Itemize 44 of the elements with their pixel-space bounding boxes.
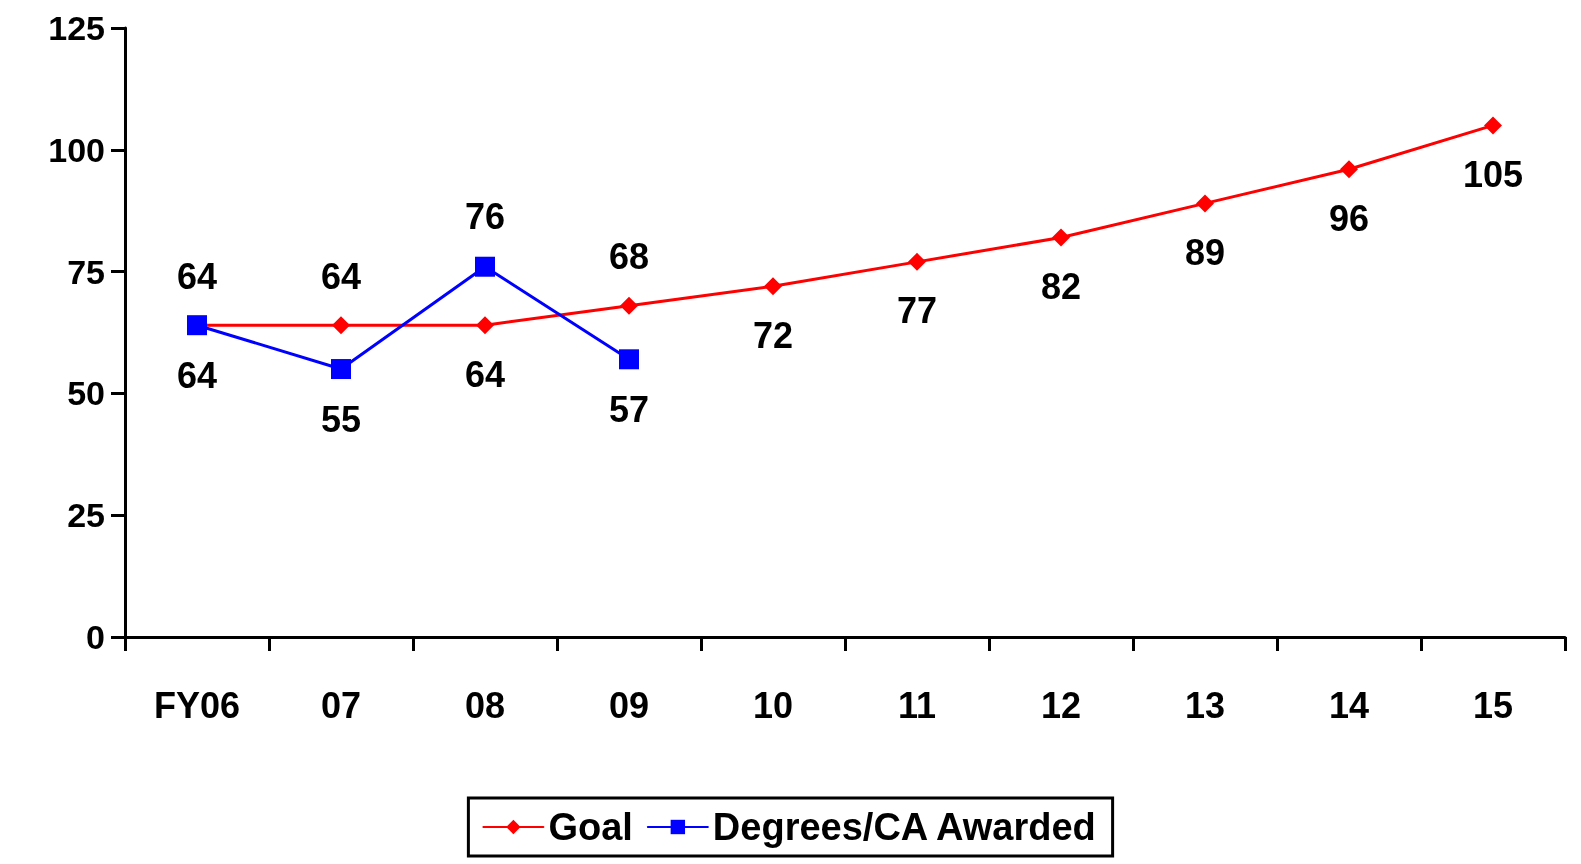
x-tick-label: 07 bbox=[320, 684, 362, 726]
data-label: 64 bbox=[320, 255, 362, 297]
y-tick-label: 75 bbox=[67, 252, 105, 291]
data-label: 77 bbox=[896, 290, 938, 332]
legend-label: Goal bbox=[548, 806, 633, 848]
point bbox=[908, 252, 926, 271]
x-tick-label: 09 bbox=[608, 684, 650, 726]
point bbox=[764, 277, 782, 296]
point bbox=[1484, 116, 1502, 135]
data-label: 64 bbox=[176, 255, 218, 297]
x-tick-label: 14 bbox=[1328, 684, 1370, 726]
y-tick-label: 125 bbox=[48, 9, 105, 47]
data-label: 96 bbox=[1328, 197, 1370, 239]
point bbox=[1196, 194, 1214, 213]
y-tick-label: 50 bbox=[67, 374, 105, 413]
point bbox=[1052, 228, 1070, 247]
point bbox=[1340, 160, 1358, 179]
data-label: 57 bbox=[608, 388, 650, 430]
point bbox=[475, 256, 495, 277]
x-tick-label: 10 bbox=[752, 684, 794, 726]
data-label: 55 bbox=[320, 398, 362, 440]
data-label: 72 bbox=[752, 314, 794, 356]
point bbox=[619, 349, 639, 370]
point bbox=[332, 316, 350, 335]
legend-label: Degrees/CA Awarded bbox=[712, 806, 1096, 848]
data-label: 64 bbox=[464, 353, 506, 395]
x-tick-label: 13 bbox=[1184, 684, 1226, 726]
data-label: 76 bbox=[464, 196, 506, 238]
data-label: 89 bbox=[1184, 231, 1226, 273]
point bbox=[620, 296, 638, 315]
x-tick-label: 12 bbox=[1040, 684, 1082, 726]
x-tick-label: 15 bbox=[1472, 684, 1514, 726]
data-label: 82 bbox=[1040, 266, 1082, 307]
point bbox=[476, 316, 494, 335]
x-tick-label: FY06 bbox=[153, 684, 241, 726]
x-tick-label: 11 bbox=[897, 684, 937, 726]
y-tick-label: 0 bbox=[86, 618, 105, 656]
data-label: 68 bbox=[608, 236, 650, 278]
y-tick-label: 100 bbox=[48, 130, 105, 169]
data-label: 105 bbox=[1462, 153, 1524, 195]
point bbox=[331, 359, 351, 380]
x-tick-label: 08 bbox=[464, 684, 506, 726]
data-label: 64 bbox=[176, 354, 218, 396]
y-tick-label: 25 bbox=[67, 496, 105, 535]
